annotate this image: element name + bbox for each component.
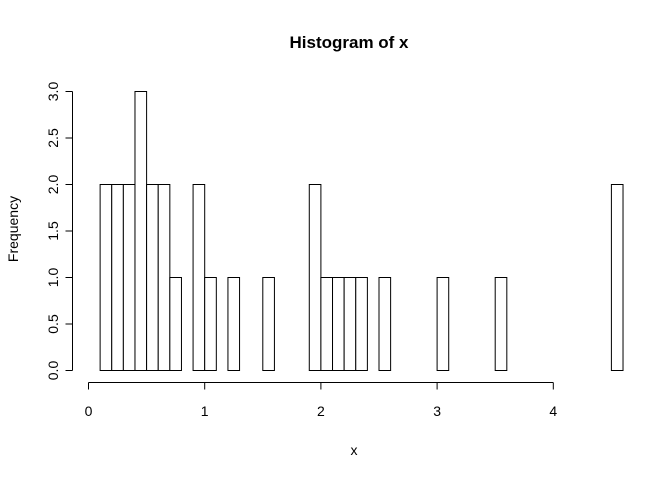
y-tick-label: 3.0 (45, 82, 61, 102)
y-tick-label: 1.0 (45, 268, 61, 288)
y-tick-label: 0.0 (45, 361, 61, 381)
x-tick-label: 0 (85, 403, 93, 419)
histogram-bar (157, 184, 171, 371)
histogram-bar (99, 184, 113, 371)
histogram-bar (169, 277, 182, 371)
x-axis-label: x (351, 442, 358, 458)
histogram-bar (494, 277, 508, 371)
x-tick-label: 2 (317, 403, 325, 419)
histogram-bar (332, 277, 345, 371)
histogram-bar (355, 277, 368, 371)
x-axis: 0 1 2 3 4 (85, 382, 557, 419)
x-tick-label: 4 (549, 403, 557, 419)
histogram-bar (343, 277, 357, 371)
y-tick-label: 0.5 (45, 314, 61, 334)
histogram-bar (192, 184, 206, 371)
y-axis-label: Frequency (5, 196, 21, 262)
histogram-bar (308, 184, 322, 371)
histogram-bar (227, 277, 241, 371)
chart-title: Histogram of x (289, 33, 409, 52)
histogram-bar (204, 277, 217, 371)
y-tick-label: 2.5 (45, 128, 61, 148)
y-tick-label: 2.0 (45, 175, 61, 195)
histogram-bar (122, 184, 136, 371)
histogram-bar (146, 184, 159, 371)
x-tick-label: 1 (201, 403, 209, 419)
x-tick-label: 3 (433, 403, 441, 419)
histogram-bar (262, 277, 275, 371)
bars-group (99, 91, 624, 371)
y-axis: 0.0 0.5 1.0 1.5 2.0 2.5 3.0 (45, 82, 73, 381)
histogram-bar (610, 184, 624, 371)
y-tick-label: 1.5 (45, 221, 61, 241)
histogram-bar (436, 277, 450, 371)
histogram-bar (111, 184, 124, 371)
histogram-bar (134, 91, 148, 371)
histogram-bar (320, 277, 334, 371)
histogram-bar (378, 277, 392, 371)
